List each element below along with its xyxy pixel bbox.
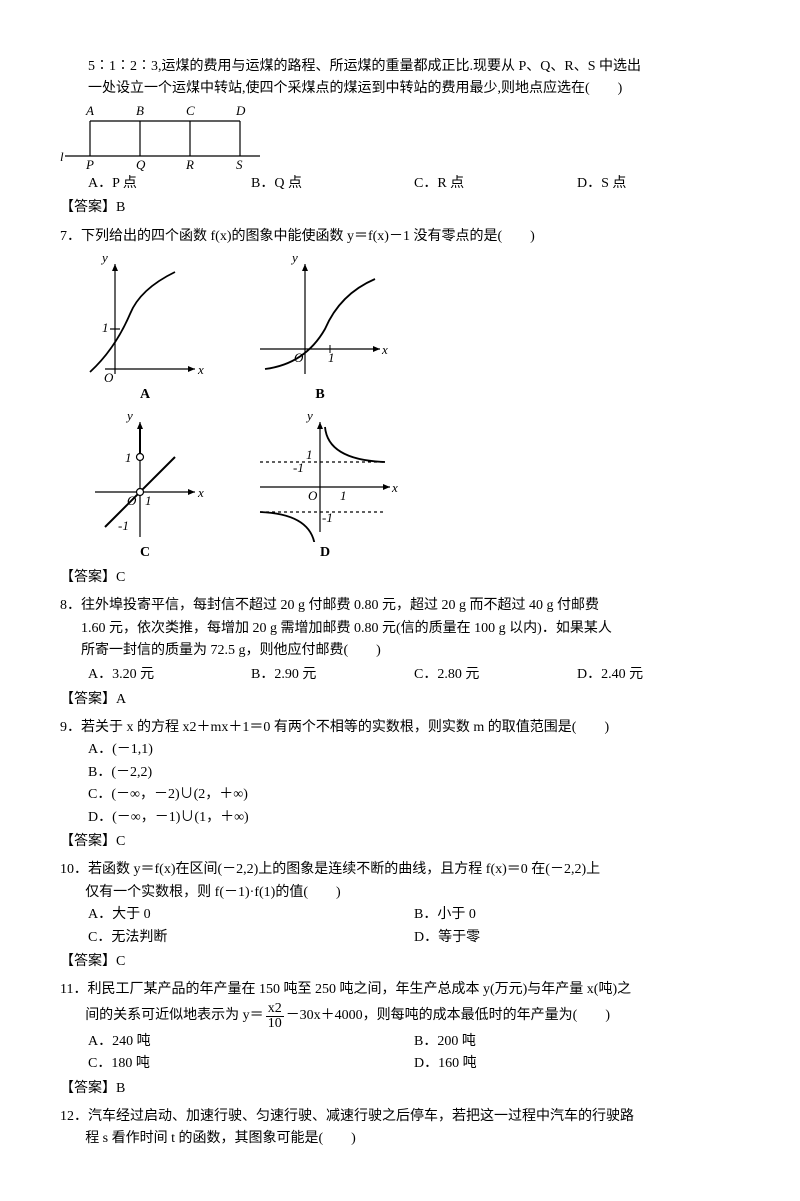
q10-option-c: C．无法判断 xyxy=(88,927,414,949)
svg-text:y: y xyxy=(290,254,298,265)
q11-fraction: x2 10 xyxy=(266,1002,284,1031)
q6-line1: 5∶1∶2∶3,运煤的费用与运煤的路程、所运煤的重量都成正比.现要从 P、Q、R… xyxy=(60,56,740,78)
question-6: 5∶1∶2∶3,运煤的费用与运煤的路程、所运煤的重量都成正比.现要从 P、Q、R… xyxy=(60,56,740,220)
q8-options: A．3.20 元 B．2.90 元 C．2.80 元 D．2.40 元 xyxy=(88,664,740,686)
q6-option-d: D．S 点 xyxy=(577,173,740,195)
q8-line2: 1.60 元，依次类推，每增加 20 g 需增加邮费 0.80 元(信的质量在 … xyxy=(81,618,740,640)
label-Q: Q xyxy=(136,157,146,171)
question-11: 11．利民工厂某产品的年产量在 150 吨至 250 吨之间，年生产总成本 y(… xyxy=(60,979,740,1100)
q7-answer: 【答案】C xyxy=(60,567,740,589)
q10-line2: 仅有一个实数根，则 f(－1)·f(1)的值( ) xyxy=(85,882,740,904)
q8-line3: 所寄一封信的质量为 72.5 g，则他应付邮费( ) xyxy=(81,640,740,662)
q9-option-a: A．(－1,1) xyxy=(88,739,740,761)
q11-option-c: C．180 吨 xyxy=(88,1053,414,1075)
q9-option-c: C．(－∞，－2)∪(2，＋∞) xyxy=(88,784,740,806)
q7-stem: 7．下列给出的四个函数 f(x)的图象中能使函数 y＝f(x)－1 没有零点的是… xyxy=(60,226,740,248)
svg-text:1: 1 xyxy=(306,447,313,462)
q11-line2: 间的关系可近似地表示为 y＝ x2 10 －30x＋4000，则每吨的成本最低时… xyxy=(85,1002,740,1031)
q7-label-b: B xyxy=(250,384,390,406)
label-P: P xyxy=(85,157,94,171)
q11-frac-num: x2 xyxy=(266,1002,284,1017)
q11-line1: 11．利民工厂某产品的年产量在 150 吨至 250 吨之间，年生产总成本 y(… xyxy=(60,979,740,1001)
label-S: S xyxy=(236,157,243,171)
label-B: B xyxy=(136,103,144,118)
q11-option-a: A．240 吨 xyxy=(88,1031,414,1053)
q8-option-c: C．2.80 元 xyxy=(414,664,577,686)
svg-text:-1: -1 xyxy=(322,510,333,525)
svg-text:1: 1 xyxy=(102,320,109,335)
question-9: 9．若关于 x 的方程 x2＋mx＋1＝0 有两个不相等的实数根，则实数 m 的… xyxy=(60,717,740,853)
q10-answer: 【答案】C xyxy=(60,951,740,973)
question-12: 12．汽车经过启动、加速行驶、匀速行驶、减速行驶之后停车，若把这一过程中汽车的行… xyxy=(60,1106,740,1151)
svg-text:1: 1 xyxy=(340,488,347,503)
q6-option-a: A．P 点 xyxy=(88,173,251,195)
q11-frac-den: 10 xyxy=(268,1017,282,1031)
question-7: 7．下列给出的四个函数 f(x)的图象中能使函数 y＝f(x)－1 没有零点的是… xyxy=(60,226,740,590)
q9-answer: 【答案】C xyxy=(60,831,740,853)
svg-text:1: 1 xyxy=(328,350,335,365)
q7-graph-b: y x O 1 B xyxy=(250,254,390,406)
q7-label-a: A xyxy=(80,384,210,406)
svg-text:y: y xyxy=(305,412,313,423)
svg-text:x: x xyxy=(391,480,398,495)
svg-text:-1: -1 xyxy=(293,460,304,475)
q8-line1: 8．往外埠投寄平信，每封信不超过 20 g 付邮费 0.80 元，超过 20 g… xyxy=(60,595,740,617)
q11-option-d: D．160 吨 xyxy=(414,1053,740,1075)
svg-text:O: O xyxy=(294,350,304,365)
q8-option-a: A．3.20 元 xyxy=(88,664,251,686)
svg-text:x: x xyxy=(197,362,204,377)
q10-options-row2: C．无法判断 D．等于零 xyxy=(88,927,740,949)
q8-option-b: B．2.90 元 xyxy=(251,664,414,686)
q8-answer: 【答案】A xyxy=(60,689,740,711)
q6-option-b: B．Q 点 xyxy=(251,173,414,195)
q9-option-d: D．(－∞，－1)∪(1，＋∞) xyxy=(88,807,740,829)
q7-label-c: C xyxy=(80,542,210,564)
svg-text:y: y xyxy=(100,254,108,265)
svg-text:O: O xyxy=(127,493,137,508)
q12-line1: 12．汽车经过启动、加速行驶、匀速行驶、减速行驶之后停车，若把这一过程中汽车的行… xyxy=(60,1106,740,1128)
svg-text:1: 1 xyxy=(145,493,152,508)
q9-option-b: B．(－2,2) xyxy=(88,762,740,784)
q11-options-row2: C．180 吨 D．160 吨 xyxy=(88,1053,740,1075)
svg-text:x: x xyxy=(197,485,204,500)
q8-option-d: D．2.40 元 xyxy=(577,664,740,686)
q10-option-d: D．等于零 xyxy=(414,927,740,949)
q10-option-a: A．大于 0 xyxy=(88,904,414,926)
svg-text:-1: -1 xyxy=(118,518,129,533)
label-l: l xyxy=(60,149,64,164)
svg-text:O: O xyxy=(308,488,318,503)
q10-line1: 10．若函数 y＝f(x)在区间(－2,2)上的图象是连续不断的曲线，且方程 f… xyxy=(60,859,740,881)
q11-l2-pre: 间的关系可近似地表示为 y＝ xyxy=(85,1005,264,1027)
q7-graph-a: y x O 1 A xyxy=(80,254,210,406)
q6-option-c: C．R 点 xyxy=(414,173,577,195)
q7-graph-d: y x O 1 1 -1 -1 D xyxy=(250,412,400,564)
label-A: A xyxy=(85,103,94,118)
q7-graphs-row2: y x O 1 1 -1 C xyxy=(80,412,740,564)
q6-options: A．P 点 B．Q 点 C．R 点 D．S 点 xyxy=(88,173,740,195)
q9-stem: 9．若关于 x 的方程 x2＋mx＋1＝0 有两个不相等的实数根，则实数 m 的… xyxy=(60,717,740,739)
q10-options-row1: A．大于 0 B．小于 0 xyxy=(88,904,740,926)
label-C: C xyxy=(186,103,195,118)
question-8: 8．往外埠投寄平信，每封信不超过 20 g 付邮费 0.80 元，超过 20 g… xyxy=(60,595,740,711)
q7-label-d: D xyxy=(250,542,400,564)
svg-text:1: 1 xyxy=(125,450,132,465)
svg-text:x: x xyxy=(381,342,388,357)
svg-text:O: O xyxy=(104,370,114,384)
q7-graphs-row1: y x O 1 A y x xyxy=(80,254,740,406)
q6-line2: 一处设立一个运煤中转站,使四个采煤点的煤运到中转站的费用最少,则地点应选在( ) xyxy=(60,78,740,100)
q10-option-b: B．小于 0 xyxy=(414,904,740,926)
q11-option-b: B．200 吨 xyxy=(414,1031,740,1053)
question-10: 10．若函数 y＝f(x)在区间(－2,2)上的图象是连续不断的曲线，且方程 f… xyxy=(60,859,740,973)
q11-options-row1: A．240 吨 B．200 吨 xyxy=(88,1031,740,1053)
q7-graph-c: y x O 1 1 -1 C xyxy=(80,412,210,564)
label-R: R xyxy=(185,157,194,171)
q11-l2-post: －30x＋4000，则每吨的成本最低时的年产量为( ) xyxy=(286,1005,610,1027)
q6-diagram: A B C D P Q R S l xyxy=(60,101,270,171)
label-D: D xyxy=(235,103,246,118)
svg-text:y: y xyxy=(125,412,133,423)
q11-answer: 【答案】B xyxy=(60,1078,740,1100)
q6-answer: 【答案】B xyxy=(60,197,740,219)
